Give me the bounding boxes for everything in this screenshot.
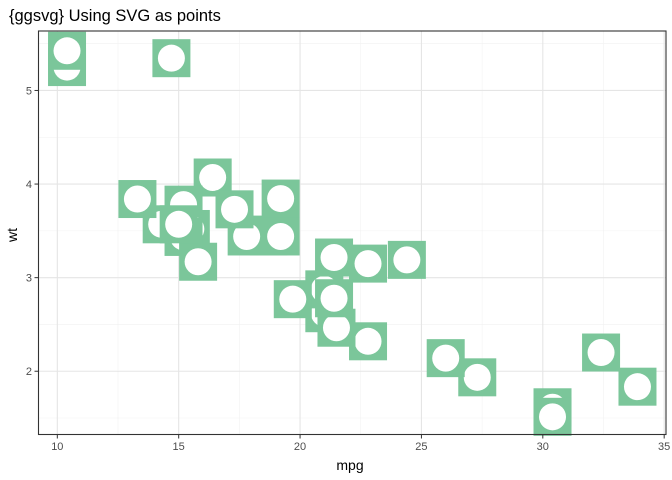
- x-tick-label: 10: [51, 441, 63, 453]
- y-axis-ticks: 2 3 4 5: [26, 85, 39, 378]
- data-point: [387, 240, 426, 279]
- data-point: [261, 179, 300, 218]
- data-point: [315, 238, 354, 277]
- y-tick-label: 5: [26, 85, 32, 97]
- data-point: [48, 31, 87, 70]
- data-point: [159, 205, 198, 244]
- point-circle: [267, 222, 295, 250]
- point-circle: [123, 185, 151, 213]
- data-point: [179, 242, 218, 281]
- point-circle: [320, 284, 348, 312]
- point-circle: [279, 285, 307, 313]
- x-axis-ticks: 10 15 20 25 30 35: [51, 434, 670, 453]
- point-circle: [184, 248, 212, 276]
- data-point: [193, 158, 232, 197]
- x-tick-label: 15: [173, 441, 185, 453]
- point-circle: [322, 314, 350, 342]
- data-point: [349, 244, 388, 283]
- point-circle: [623, 373, 651, 401]
- point-circle: [539, 403, 567, 431]
- data-point: [533, 397, 572, 436]
- data-point: [273, 280, 312, 319]
- data-point: [215, 190, 254, 229]
- point-circle: [157, 44, 185, 72]
- y-tick-label: 4: [26, 179, 32, 191]
- point-circle: [320, 244, 348, 272]
- panel-border: [37, 30, 667, 436]
- point-circle: [199, 164, 227, 192]
- point-circle: [463, 363, 491, 391]
- data-points: [48, 31, 657, 436]
- y-axis-label: wt: [4, 228, 20, 243]
- point-circle: [221, 195, 249, 223]
- x-tick-label: 25: [415, 441, 427, 453]
- point-circle: [53, 37, 81, 65]
- y-tick-label: 2: [26, 366, 32, 378]
- point-circle: [354, 327, 382, 355]
- x-tick-label: 30: [537, 441, 549, 453]
- x-tick-label: 20: [294, 441, 306, 453]
- data-point: [261, 217, 300, 256]
- data-point: [152, 39, 191, 78]
- x-axis-label: mpg: [336, 457, 363, 473]
- major-gridlines: [38, 31, 666, 435]
- chart-title: {ggsvg} Using SVG as points: [9, 7, 221, 25]
- y-tick-label: 3: [26, 273, 32, 285]
- data-point: [458, 358, 497, 397]
- data-point: [118, 180, 157, 219]
- point-circle: [233, 222, 261, 250]
- data-point: [618, 367, 657, 406]
- point-circle: [393, 246, 421, 274]
- point-circle: [165, 210, 193, 238]
- data-point: [426, 339, 465, 378]
- point-circle: [432, 344, 460, 372]
- x-tick-label: 35: [658, 441, 670, 453]
- data-point: [582, 333, 621, 372]
- data-point: [315, 279, 354, 318]
- point-circle: [267, 185, 295, 213]
- point-circle: [587, 339, 615, 367]
- point-circle: [354, 250, 382, 278]
